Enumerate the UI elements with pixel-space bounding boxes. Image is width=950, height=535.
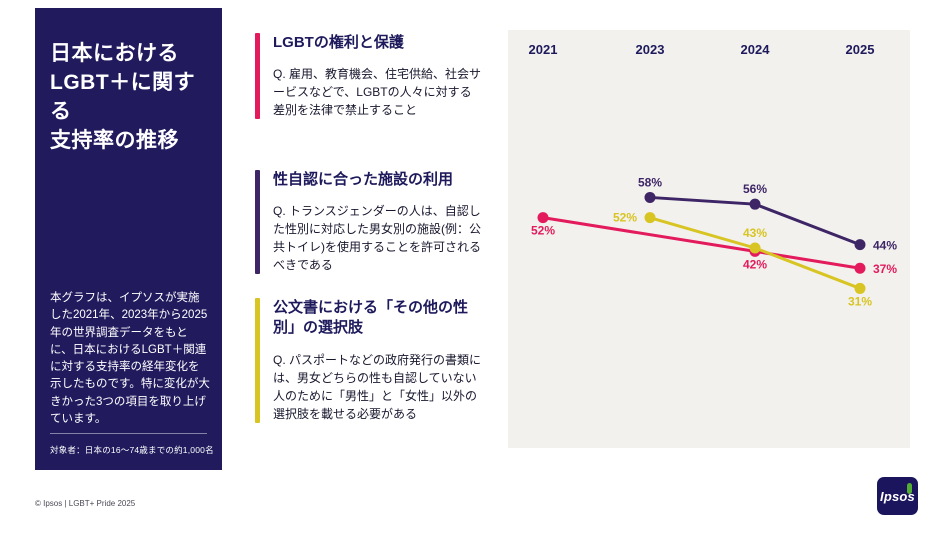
page-title-line-3: 支持率の推移 — [50, 128, 179, 152]
sidebar-divider — [50, 433, 207, 434]
section-question: Q. 雇用、教育機会、住宅供給、社会サービスなどで、LGBTの人々に対する差別を… — [273, 67, 482, 118]
x-axis-label: 2025 — [846, 42, 875, 57]
section-accent-bar-purple — [255, 170, 260, 275]
value-label: 52% — [531, 224, 555, 238]
sample-note: 対象者：日本の16～74歳までの約1,000名 — [50, 445, 214, 455]
data-point — [749, 242, 761, 254]
x-axis-label: 2024 — [741, 42, 771, 57]
section-question: Q. トランスジェンダーの人は、自認した性別に対応した男女別の施設(例：公共トイ… — [273, 204, 481, 273]
section-accent-bar-yellow — [255, 298, 260, 423]
data-point — [644, 191, 656, 203]
data-point — [854, 239, 866, 251]
section-title: LGBTの権利と保護 — [273, 34, 404, 51]
data-point — [854, 282, 866, 294]
value-label: 37% — [873, 262, 897, 276]
section-accent-bar-pink — [255, 33, 260, 120]
chart-svg: 2021 2023 2024 2025 52% 42% 37% 58% 56% 44% 52% 43%… — [529, 42, 898, 308]
value-label: 43% — [743, 226, 767, 240]
legend-section-documents: 公文書における「その他の性別」の選択肢 Q. パスポートなどの政府発行の書類には… — [255, 298, 481, 423]
x-axis-label: 2021 — [529, 42, 558, 57]
value-label: 31% — [848, 294, 872, 308]
value-label: 44% — [873, 239, 897, 253]
sidebar-panel: 日本における LGBT＋に関する 支持率の推移 本グラフは、イプソスが実施した2… — [35, 8, 222, 470]
value-label: 42% — [743, 257, 767, 271]
value-label: 56% — [743, 182, 767, 196]
page-title-line-2: LGBT＋に関する — [50, 70, 196, 123]
legend-section-rights: LGBTの権利と保護 Q. 雇用、教育機会、住宅供給、社会サービスなどで、LGB… — [255, 33, 482, 120]
value-label: 52% — [613, 211, 637, 225]
chart-panel: 2021 2023 2024 2025 52% 42% 37% 58% 56% 44% 52% 43%… — [508, 30, 910, 448]
value-label: 58% — [638, 175, 662, 189]
data-point — [749, 198, 761, 210]
legend-section-facilities: 性自認に合った施設の利用 Q. トランスジェンダーの人は、自認した性別に対応した… — [255, 170, 481, 275]
page-title-line-1: 日本における — [50, 42, 179, 65]
x-axis-label: 2023 — [636, 42, 665, 57]
ipsos-logo-text: Ipsos — [880, 488, 915, 504]
data-point — [854, 262, 866, 274]
ipsos-logo: Ipsos — [877, 477, 918, 515]
ipsos-logo-green-accent — [907, 483, 912, 494]
sidebar-description: 本グラフは、イプソスが実施した2021年、2023年から2025年の世界調査デー… — [50, 292, 210, 425]
page-title: 日本における LGBT＋に関する 支持率の推移 — [50, 40, 207, 156]
copyright-text: © Ipsos | LGBT+ Pride 2025 — [35, 499, 136, 508]
section-question: Q. パスポートなどの政府発行の書類には、男女どちらの性も自認していない人のため… — [273, 352, 482, 421]
section-title: 公文書における「その他の性別」の選択肢 — [273, 299, 469, 337]
section-title: 性自認に合った施設の利用 — [273, 171, 454, 188]
data-point — [644, 212, 656, 224]
data-point — [537, 212, 549, 224]
